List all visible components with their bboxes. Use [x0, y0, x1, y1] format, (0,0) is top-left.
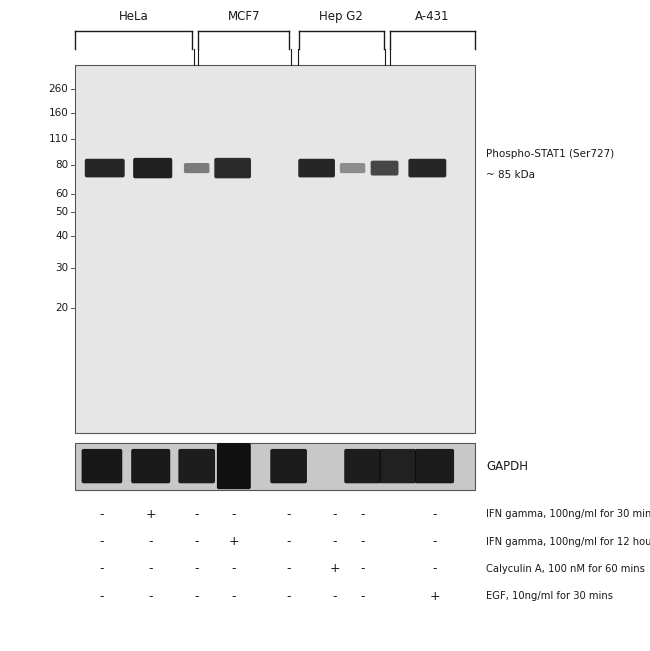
FancyBboxPatch shape	[178, 449, 215, 483]
Text: 60: 60	[55, 189, 68, 199]
FancyBboxPatch shape	[408, 159, 447, 177]
Text: +: +	[330, 562, 340, 575]
Text: -: -	[332, 508, 337, 521]
Text: -: -	[432, 562, 437, 575]
Text: +: +	[146, 508, 156, 521]
Text: 80: 80	[55, 160, 68, 170]
Text: -: -	[332, 590, 337, 603]
Text: -: -	[432, 508, 437, 521]
Text: -: -	[231, 590, 236, 603]
FancyBboxPatch shape	[270, 449, 307, 483]
FancyBboxPatch shape	[82, 449, 122, 483]
Text: -: -	[148, 535, 153, 548]
Text: -: -	[148, 562, 153, 575]
Text: -: -	[287, 590, 291, 603]
Text: -: -	[148, 590, 153, 603]
FancyBboxPatch shape	[184, 163, 209, 173]
FancyBboxPatch shape	[298, 159, 335, 177]
Text: MCF7: MCF7	[227, 10, 260, 23]
Text: HeLa: HeLa	[118, 10, 148, 23]
FancyBboxPatch shape	[344, 449, 381, 483]
Text: IFN gamma, 100ng/ml for 12 hours: IFN gamma, 100ng/ml for 12 hours	[486, 536, 650, 547]
Text: 110: 110	[49, 133, 68, 144]
Text: 30: 30	[55, 263, 68, 273]
FancyBboxPatch shape	[380, 449, 416, 483]
Text: -: -	[287, 535, 291, 548]
Text: -: -	[360, 562, 365, 575]
Text: +: +	[429, 590, 440, 603]
Text: 20: 20	[55, 303, 68, 313]
Text: 260: 260	[49, 84, 68, 94]
Text: EGF, 10ng/ml for 30 mins: EGF, 10ng/ml for 30 mins	[486, 591, 613, 602]
Text: -: -	[194, 562, 199, 575]
FancyBboxPatch shape	[133, 158, 172, 178]
FancyBboxPatch shape	[131, 449, 170, 483]
Text: -: -	[360, 590, 365, 603]
Text: 50: 50	[55, 207, 68, 217]
Text: ~ 85 kDa: ~ 85 kDa	[486, 171, 535, 180]
FancyBboxPatch shape	[370, 161, 398, 176]
Text: -: -	[332, 535, 337, 548]
Text: GAPDH: GAPDH	[486, 460, 528, 473]
Text: -: -	[231, 562, 236, 575]
Bar	[75, 65, 474, 433]
FancyBboxPatch shape	[340, 163, 365, 173]
FancyBboxPatch shape	[214, 158, 251, 178]
Text: Calyculin A, 100 nM for 60 mins: Calyculin A, 100 nM for 60 mins	[486, 564, 645, 574]
Text: 160: 160	[49, 108, 68, 118]
Text: -: -	[99, 590, 104, 603]
Text: Phospho-STAT1 (Ser727): Phospho-STAT1 (Ser727)	[486, 148, 614, 159]
Text: -: -	[99, 535, 104, 548]
Bar	[75, 443, 474, 490]
Text: -: -	[99, 562, 104, 575]
Text: IFN gamma, 100ng/ml for 30 mins: IFN gamma, 100ng/ml for 30 mins	[486, 509, 650, 519]
Text: -: -	[360, 535, 365, 548]
Text: +: +	[229, 535, 239, 548]
Text: -: -	[194, 590, 199, 603]
Text: Hep G2: Hep G2	[319, 10, 363, 23]
Text: -: -	[231, 508, 236, 521]
Text: -: -	[194, 535, 199, 548]
Text: -: -	[432, 535, 437, 548]
Text: -: -	[360, 508, 365, 521]
FancyBboxPatch shape	[84, 159, 125, 177]
Text: -: -	[287, 508, 291, 521]
Text: A-431: A-431	[415, 10, 450, 23]
Text: -: -	[99, 508, 104, 521]
FancyBboxPatch shape	[217, 443, 251, 489]
Text: -: -	[194, 508, 199, 521]
Text: 40: 40	[55, 231, 68, 241]
Text: -: -	[287, 562, 291, 575]
FancyBboxPatch shape	[415, 449, 454, 483]
